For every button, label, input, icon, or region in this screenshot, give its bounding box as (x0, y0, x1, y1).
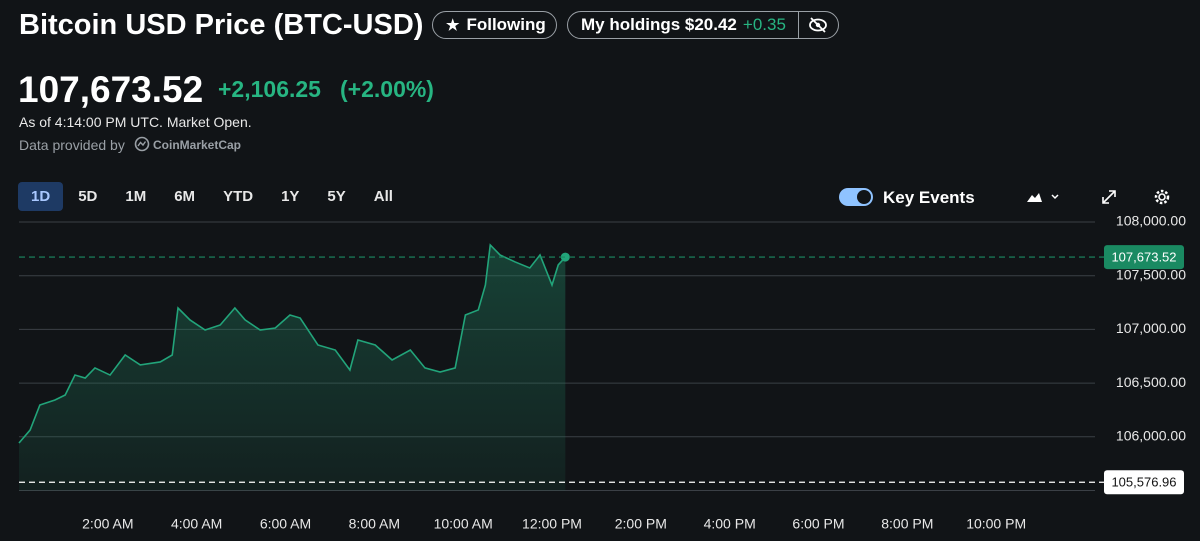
y-tick-label: 108,000.00 (1116, 213, 1186, 229)
provider-prefix: Data provided by (19, 137, 125, 153)
price-line (18, 243, 566, 444)
x-tick-label: 6:00 AM (260, 516, 311, 532)
range-button[interactable]: 1Y (281, 188, 300, 205)
reference-label-box (1104, 470, 1184, 495)
range-button[interactable]: 1D (18, 182, 64, 211)
range-button[interactable]: 1M (125, 188, 147, 205)
reference-label-box (1104, 245, 1184, 270)
reference-label: 105,576.96 (1111, 475, 1176, 490)
last-point (560, 252, 570, 262)
x-tick-label: 10:00 PM (966, 516, 1026, 532)
x-tick-label: 8:00 AM (349, 516, 400, 532)
price-change: +2,106.25 (218, 76, 321, 102)
key-events-toggle[interactable] (839, 188, 873, 206)
x-tick-label: 2:00 AM (82, 516, 133, 532)
provider: CoinMarketCap (153, 138, 242, 152)
range-button[interactable]: All (373, 188, 393, 205)
price-area (19, 244, 566, 491)
holdings-button[interactable]: My holdings $20.42 +0.35 (567, 11, 839, 39)
x-tick-label: 4:00 PM (704, 516, 756, 532)
x-tick-label: 12:00 PM (522, 516, 582, 532)
reference-label: 107,673.52 (1111, 250, 1176, 265)
range-button[interactable]: 6M (174, 188, 196, 205)
x-tick-label: 2:00 PM (615, 516, 667, 532)
holdings-change: +0.35 (742, 15, 786, 34)
range-button[interactable]: YTD (223, 188, 254, 205)
follow-button[interactable]: ★ Following (432, 11, 557, 39)
follow-label: Following (466, 15, 546, 34)
provider-logo (134, 136, 150, 152)
holdings-label: My holdings $20.42 (581, 15, 737, 34)
x-tick-label: 6:00 PM (792, 516, 844, 532)
settings-button[interactable] (1153, 188, 1171, 206)
y-tick-label: 107,500.00 (1116, 266, 1186, 282)
x-tick-label: 10:00 AM (434, 516, 493, 532)
hide-icon (809, 17, 827, 33)
expand-button[interactable] (1100, 188, 1118, 206)
price-change-percent: (+2.00%) (340, 76, 434, 102)
y-tick-label: 106,500.00 (1116, 374, 1186, 390)
page-title: Bitcoin USD Price (BTC-USD) (19, 9, 424, 41)
y-tick-label: 106,000.00 (1116, 428, 1186, 444)
x-tick-label: 4:00 AM (171, 516, 222, 532)
price: 107,673.52 (18, 69, 204, 110)
range-selector: 1D 5D 1M 6M YTD 1Y 5Y All (18, 182, 406, 211)
as-of: As of 4:14:00 PM UTC. Market Open. (19, 114, 252, 130)
y-tick-label: 107,000.00 (1116, 320, 1186, 336)
range-button[interactable]: 5D (78, 188, 98, 205)
x-tick-label: 8:00 PM (881, 516, 933, 532)
range-button[interactable]: 5Y (327, 188, 346, 205)
chart-type-button[interactable] (1025, 188, 1061, 206)
key-events-label: Key Events (883, 188, 975, 207)
